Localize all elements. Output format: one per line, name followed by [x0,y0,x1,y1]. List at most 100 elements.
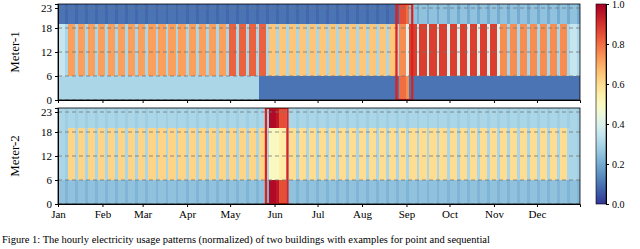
heatmap-cell [199,76,206,100]
heatmap-cell [176,76,179,100]
heatmap-cell [467,4,470,24]
heatmap-cell [570,24,577,76]
heatmap-cell [510,24,517,76]
heatmap-cell [219,128,226,180]
heatmap-cell [239,24,246,76]
heatmap-cell [376,128,379,180]
heatmap-cell [108,76,115,100]
heatmap-cell [138,4,145,24]
y-axis-title: Meter-1 [7,31,22,73]
heatmap-cell [376,108,379,128]
heatmap-cell [156,76,159,100]
colorbar-tick-mark [606,164,609,165]
heatmap-cell [520,180,527,204]
heatmap-cell [419,180,426,204]
x-tick: Oct [442,204,458,220]
heatmap-cell [450,24,457,76]
heatmap-cell [85,76,88,100]
heatmap-cell [329,24,336,76]
heatmap-cell [65,180,68,204]
heatmap-cell [577,4,580,24]
heatmap-cell [306,108,309,128]
heatmap-cell [246,180,249,204]
heatmap-cell [369,76,376,100]
x-tick-mark [58,204,59,207]
heatmap-cell [356,76,359,100]
heatmap-cell [447,4,450,24]
heatmap-cell [429,180,436,204]
x-tick [187,100,188,103]
heatmap-cell [319,108,326,128]
heatmap-cell [189,108,196,128]
heatmap-cell [256,24,259,76]
heatmap-cell [450,108,457,128]
heatmap-cell [510,180,517,204]
heatmap-cell [269,108,276,128]
heatmap-cell [166,76,169,100]
heatmap-cell [166,180,169,204]
heatmap-cell [206,4,209,24]
heatmap-cell [319,180,326,204]
heatmap-cell [577,108,580,128]
heatmap-cell [359,24,366,76]
heatmap-cell [349,4,356,24]
heatmap-cell [386,4,389,24]
heatmap-cell [135,108,138,128]
heatmap-cell [437,180,440,204]
highlight-box [266,108,288,204]
colorbar-tick-label: 0.6 [612,79,625,90]
heatmap-cell [216,128,219,180]
heatmap-cell [560,4,567,24]
heatmap-cell [88,180,95,204]
heatmap-cell [527,108,530,128]
heatmap-cell [366,128,369,180]
heatmap-cell [196,76,199,100]
heatmap-cell [279,4,286,24]
heatmap-cell [480,76,487,100]
heatmap-cell [306,76,309,100]
heatmap-cell [296,4,299,24]
caption: Figure 1: The hourly electricity usage p… [2,234,490,246]
heatmap-cell [88,4,95,24]
heatmap-cell [78,180,85,204]
x-tick: Jun [267,204,283,220]
x-tick: Aug [353,204,372,220]
heatmap-cell [520,108,527,128]
heatmap-cell [399,108,406,128]
heatmap-cell [537,108,540,128]
x-tick-label: Oct [442,208,458,220]
heatmap-cell [547,4,550,24]
heatmap-cell [78,108,85,128]
heatmap-cell [68,108,75,128]
heatmap-cell [269,4,276,24]
heatmap-cell [427,4,430,24]
x-tick-label: Sep [399,208,416,220]
heatmap-cell [276,24,279,76]
heatmap-cell [256,4,259,24]
heatmap-cell [487,24,490,76]
heatmap-cell [406,180,409,204]
heatmap-cell [269,24,276,76]
heatmap-cell [346,180,349,204]
heatmap-cell [299,4,306,24]
heatmap-cell [439,180,446,204]
heatmap-cell [480,128,487,180]
y-tick: 23 [41,2,58,14]
heatmap-cell [186,108,189,128]
heatmap-cell [65,128,68,180]
heatmap-cell [406,24,409,76]
heatmap-cell [178,108,185,128]
grid-line [58,76,580,77]
heatmap-cell [88,76,95,100]
heatmap-cell [540,76,547,100]
heatmap-cell [567,128,570,180]
heatmap-cell [95,180,98,204]
heatmap-cell [487,76,490,100]
heatmap-cell [497,180,500,204]
heatmap-cell [125,76,128,100]
x-tick: May [221,204,242,220]
grid-line [58,132,580,133]
heatmap-cell [118,4,125,24]
heatmap-cell [376,24,379,76]
heatmap-cell [68,76,75,100]
